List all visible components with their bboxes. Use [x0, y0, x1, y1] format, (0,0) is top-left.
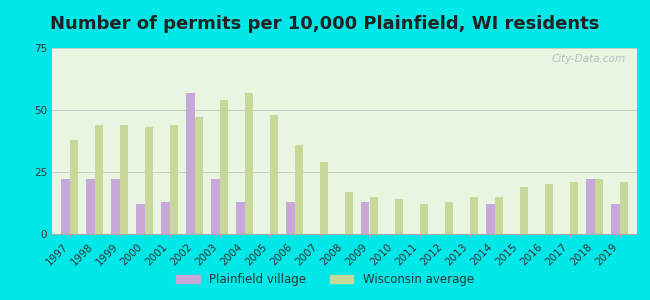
Bar: [519, 187, 528, 234]
Bar: [211, 179, 220, 234]
Bar: [270, 115, 278, 234]
Bar: [545, 184, 553, 234]
Bar: [294, 145, 304, 234]
Bar: [120, 125, 128, 234]
Bar: [419, 204, 428, 234]
Bar: [586, 179, 595, 234]
Bar: [244, 93, 254, 234]
Bar: [111, 179, 120, 234]
Bar: [486, 204, 495, 234]
Bar: [495, 197, 503, 234]
Bar: [161, 202, 170, 234]
Legend: Plainfield village, Wisconsin average: Plainfield village, Wisconsin average: [172, 269, 478, 291]
Bar: [595, 179, 603, 234]
Bar: [320, 162, 328, 234]
Bar: [70, 140, 78, 234]
Bar: [445, 202, 453, 234]
Bar: [369, 197, 378, 234]
Bar: [469, 197, 478, 234]
Text: City-Data.com: City-Data.com: [551, 54, 625, 64]
Bar: [286, 202, 294, 234]
Bar: [194, 117, 203, 234]
Bar: [144, 128, 153, 234]
Bar: [186, 93, 194, 234]
Bar: [86, 179, 94, 234]
Bar: [170, 125, 178, 234]
Bar: [619, 182, 629, 234]
Text: Number of permits per 10,000 Plainfield, WI residents: Number of permits per 10,000 Plainfield,…: [50, 15, 600, 33]
Bar: [94, 125, 103, 234]
Bar: [136, 204, 144, 234]
Bar: [611, 204, 619, 234]
Bar: [220, 100, 228, 234]
Bar: [236, 202, 244, 234]
Bar: [60, 179, 70, 234]
Bar: [361, 202, 369, 234]
Bar: [395, 199, 403, 234]
Bar: [344, 192, 353, 234]
Bar: [569, 182, 578, 234]
